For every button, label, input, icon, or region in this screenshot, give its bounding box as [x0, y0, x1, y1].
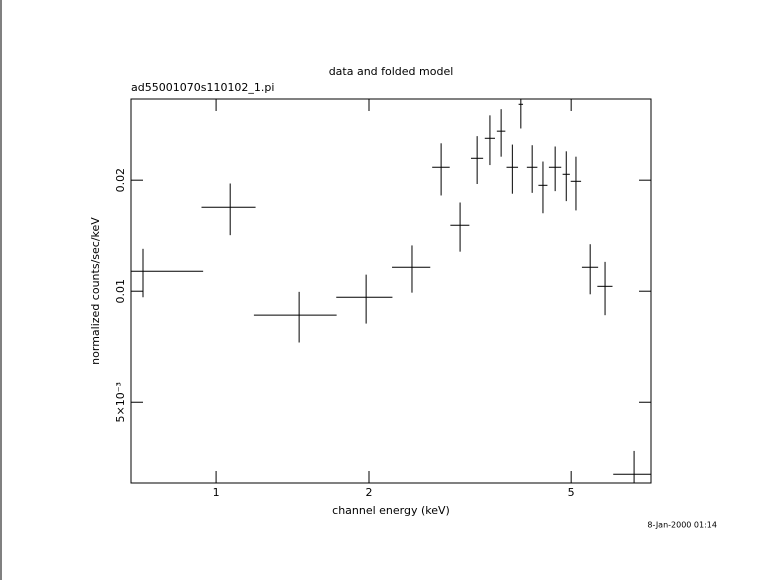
y-tick-label: 5×10⁻³ [114, 382, 127, 422]
y-tick-label: 0.02 [114, 168, 127, 193]
chart-subtitle: ad55001070s110102_1.pi [131, 81, 274, 94]
timestamp: 8-Jan-2000 01:14 [647, 521, 717, 530]
y-tick-label: 0.01 [114, 279, 127, 304]
y-axis-label: normalized counts/sec/keV [89, 217, 102, 365]
plot-area [131, 99, 651, 483]
x-tick-label: 2 [366, 486, 373, 499]
x-tick-label: 5 [568, 486, 575, 499]
x-axis-label: channel energy (keV) [332, 504, 450, 517]
x-tick-label: 1 [213, 486, 220, 499]
chart-title: data and folded model [329, 65, 454, 78]
plot-frame [130, 98, 652, 484]
